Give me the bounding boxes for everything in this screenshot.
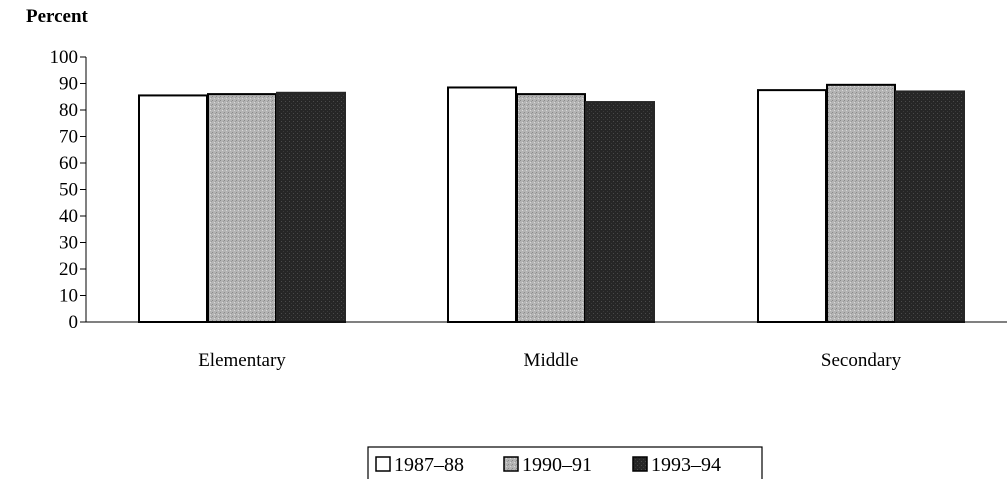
bars-group [138, 83, 965, 324]
category-label: Elementary [198, 350, 286, 371]
y-tick-label: 20 [59, 259, 78, 280]
legend-label: 1993–94 [651, 454, 721, 476]
bar [516, 93, 586, 323]
category-labels: Elementary Middle Secondary [198, 350, 901, 371]
bar [447, 86, 517, 323]
bar [585, 101, 655, 323]
legend-label: 1987–88 [394, 454, 464, 476]
legend-label: 1990–91 [522, 454, 592, 476]
y-tick-label: 0 [69, 312, 79, 333]
y-tick-label: 100 [50, 47, 79, 68]
y-axis-label: Percent [26, 6, 89, 27]
bar [207, 93, 277, 323]
y-tick-label: 40 [59, 206, 78, 227]
bar [138, 94, 208, 323]
legend-swatch [632, 456, 648, 472]
y-tick-label: 70 [59, 127, 78, 148]
y-tick-label: 90 [59, 74, 78, 95]
y-tick-label: 60 [59, 153, 78, 174]
legend-items: 1987–88 1990–91 1993–94 [375, 454, 721, 476]
legend-swatch [375, 456, 391, 472]
y-tick-label: 50 [59, 180, 78, 201]
y-axis-ticks: 0 10 20 30 40 50 60 70 80 90 100 [50, 47, 86, 333]
y-tick-label: 80 [59, 100, 78, 121]
category-label: Secondary [821, 350, 902, 371]
y-tick-label: 10 [59, 286, 78, 307]
bar [757, 89, 827, 323]
category-label: Middle [524, 350, 579, 371]
bar [826, 83, 896, 323]
legend-swatch [503, 456, 519, 472]
bar [276, 91, 346, 324]
legend: 1987–88 1990–91 1993–94 [367, 446, 763, 479]
y-tick-label: 30 [59, 233, 78, 254]
bar [895, 90, 965, 323]
legend-box [367, 446, 763, 479]
